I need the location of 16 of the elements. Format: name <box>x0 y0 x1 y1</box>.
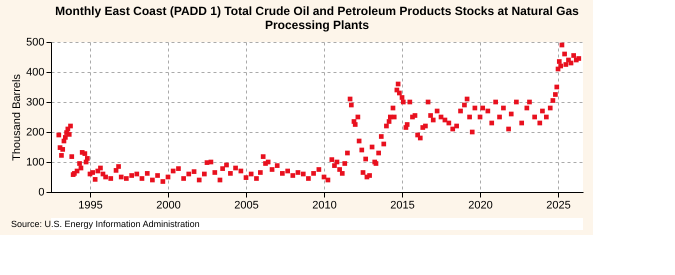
y-tick-label: 300 <box>26 96 44 108</box>
y-tick-label: 500 <box>26 36 44 48</box>
x-tick-label: 2020 <box>468 200 493 212</box>
y-tick-label: 200 <box>26 126 44 138</box>
x-tick-label: 2025 <box>546 200 571 212</box>
x-tick-label: 1995 <box>78 200 103 212</box>
y-tick-label: 100 <box>26 156 44 168</box>
x-tick-label: 2010 <box>312 200 337 212</box>
y-axis-title: Thousand Barrels <box>11 74 24 161</box>
y-tick-label: 400 <box>26 66 44 78</box>
chart-title: Monthly East Coast (PADD 1) Total Crude Oil and Petroleum Products Stocks at Natural Gas Processing Plants <box>55 4 580 32</box>
y-tick-label: 0 <box>38 186 44 198</box>
x-tick-label: 2000 <box>156 200 181 212</box>
x-tick-label: 2015 <box>390 200 415 212</box>
x-tick-label: 2005 <box>234 200 259 212</box>
source-note: Source: U.S. Energy Information Administration <box>11 219 200 229</box>
